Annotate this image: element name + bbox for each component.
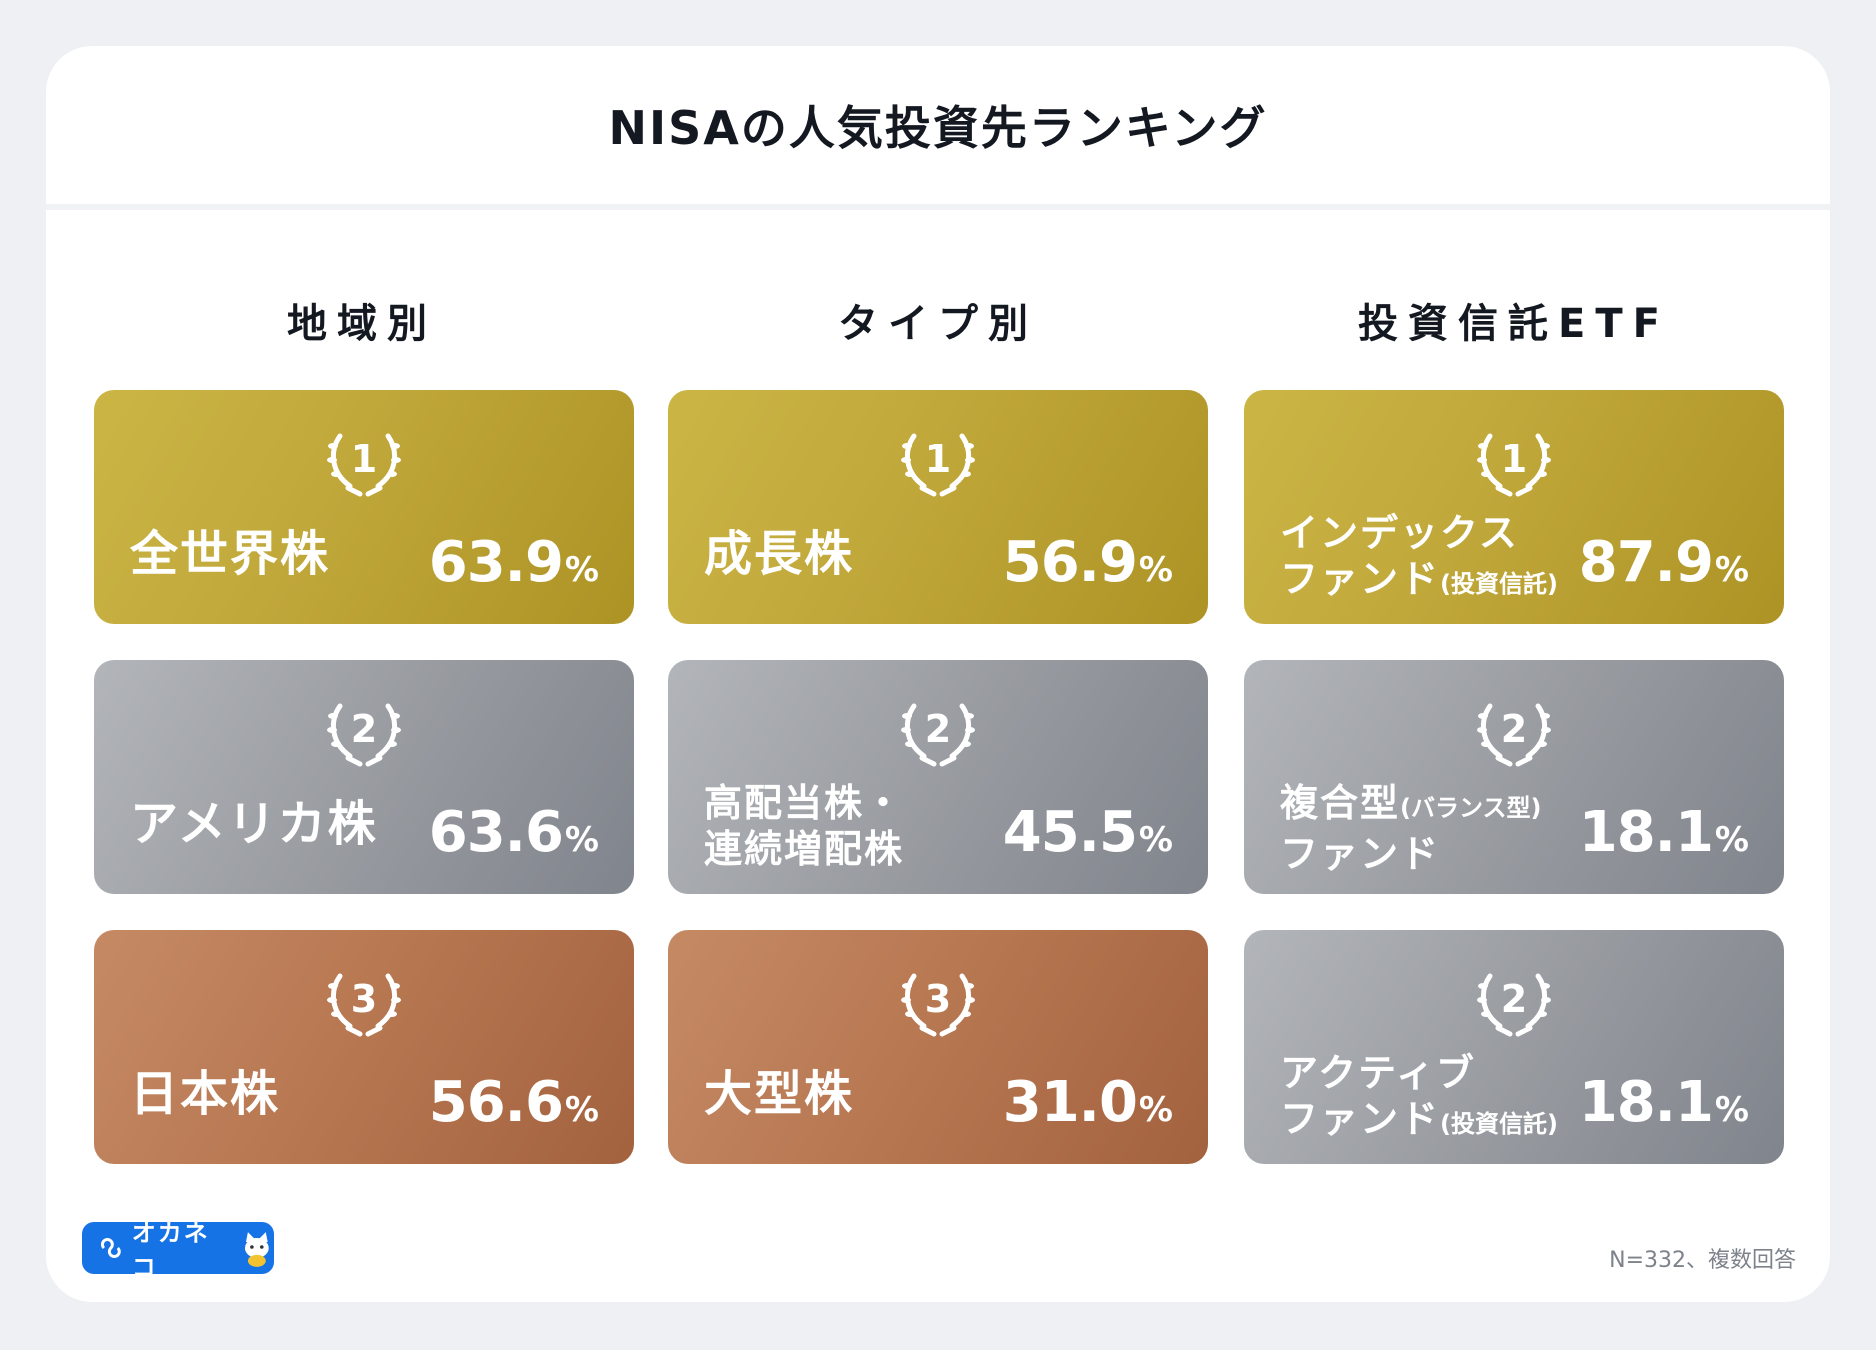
ranking-tile: 2 高配当株・ 連続増配株 45.5% — [668, 660, 1208, 894]
laurel-rank-icon: 1 — [1477, 433, 1551, 497]
tile-value: 56.9% — [1002, 530, 1173, 595]
tile-value: 63.6% — [428, 800, 599, 865]
tile-label: 大型株 — [704, 1066, 855, 1122]
laurel-rank-icon: 2 — [327, 703, 401, 767]
tile-label: 高配当株・ 連続増配株 — [704, 780, 904, 872]
tile-label-line1: 複合型(バランス型) — [1280, 781, 1542, 825]
tile-label-line2: ファンド(投資信託) — [1280, 1097, 1558, 1141]
ranking-tile: 3 大型株 31.0% — [668, 930, 1208, 1164]
rank-number: 1 — [1501, 437, 1527, 481]
tile-label-sub: (投資信託) — [1440, 1110, 1558, 1138]
ranking-tile: 1 成長株 56.9% — [668, 390, 1208, 624]
column-heading-type: タイプ別 — [838, 301, 1038, 347]
ranking-tile: 2 複合型(バランス型) ファンド 18.1% — [1244, 660, 1784, 894]
tile-label-line2: ファンド — [1280, 832, 1441, 876]
tile-value: 63.9% — [428, 530, 599, 595]
ranking-tile: 1 インデックス ファンド(投資信託) 87.9% — [1244, 390, 1784, 624]
tile-label-line1: 高配当株・ — [704, 781, 905, 825]
infinity-icon — [100, 1238, 121, 1258]
tile-value: 87.9% — [1578, 530, 1749, 595]
tile-label-line1: アクティブ — [1280, 1051, 1476, 1095]
rank-number: 1 — [351, 437, 377, 481]
ranking-tile: 2 アメリカ株 63.6% — [94, 660, 634, 894]
rank-number: 2 — [1501, 977, 1527, 1021]
tile-label-sub: (投資信託) — [1440, 570, 1558, 598]
ranking-tile: 1 全世界株 63.9% — [94, 390, 634, 624]
rank-number: 2 — [925, 707, 951, 751]
tile-value: 18.1% — [1578, 1070, 1749, 1135]
rank-number: 1 — [925, 437, 951, 481]
laurel-rank-icon: 3 — [901, 973, 975, 1037]
tile-value: 45.5% — [1002, 800, 1173, 865]
laurel-rank-icon: 2 — [1477, 973, 1551, 1037]
tile-label: 全世界株 — [130, 526, 331, 582]
tile-label: アメリカ株 — [130, 796, 378, 852]
tile-label-sub: (バランス型) — [1400, 794, 1542, 822]
footnote: N=332、複数回答 — [1609, 1248, 1796, 1273]
okaneko-logo: オカネコ — [82, 1219, 274, 1282]
tile-label-line2: 連続増配株 — [704, 827, 905, 871]
rank-number: 2 — [351, 707, 377, 751]
laurel-rank-icon: 1 — [327, 433, 401, 497]
tile-label: 成長株 — [704, 526, 855, 582]
tile-label-line1: インデックス — [1280, 511, 1519, 555]
column-heading-region: 地域別 — [287, 301, 437, 347]
rank-number: 3 — [351, 977, 377, 1021]
tile-label: 複合型(バランス型) ファンド — [1280, 780, 1541, 877]
laurel-rank-icon: 3 — [327, 973, 401, 1037]
rank-number: 3 — [925, 977, 951, 1021]
rank-number: 2 — [1501, 707, 1527, 751]
title-bar: NISAの人気投資先ランキング — [46, 46, 1830, 210]
cat-mascot-icon — [245, 1232, 270, 1267]
tile-value: 18.1% — [1578, 800, 1749, 865]
tile-label: インデックス ファンド(投資信託) — [1280, 510, 1558, 607]
tile-label: アクティブ ファンド(投資信託) — [1280, 1050, 1558, 1147]
laurel-rank-icon: 1 — [901, 433, 975, 497]
laurel-rank-icon: 2 — [1477, 703, 1551, 767]
ranking-tile: 2 アクティブ ファンド(投資信託) 18.1% — [1244, 930, 1784, 1164]
ranking-tile: 3 日本株 56.6% — [94, 930, 634, 1164]
logo-text: オカネコ — [131, 1219, 210, 1282]
ranking-card: NISAの人気投資先ランキング 地域別 タイプ別 投資信託ETF 1 全世界株 … — [46, 46, 1830, 1302]
laurel-rank-icon: 2 — [901, 703, 975, 767]
tile-value: 56.6% — [428, 1070, 599, 1135]
tile-label: 日本株 — [130, 1066, 281, 1122]
tile-value: 31.0% — [1002, 1070, 1173, 1135]
column-heading-fund: 投資信託ETF — [1358, 301, 1670, 347]
page-title: NISAの人気投資先ランキング — [608, 101, 1268, 155]
tile-label-line2: ファンド(投資信託) — [1280, 557, 1558, 601]
